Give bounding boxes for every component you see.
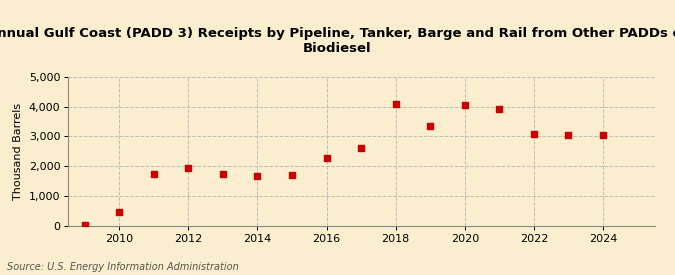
Point (183, 166, 194, 171)
Point (287, 173, 298, 177)
Point (529, 132, 539, 136)
Y-axis label: Thousand Barrels: Thousand Barrels (14, 103, 24, 200)
Point (148, 172, 159, 177)
Point (114, 210, 125, 214)
Text: Annual Gulf Coast (PADD 3) Receipts by Pipeline, Tanker, Barge and Rail from Oth: Annual Gulf Coast (PADD 3) Receipts by P… (0, 27, 675, 55)
Point (494, 107, 505, 111)
Point (563, 133, 574, 137)
Point (425, 124, 435, 128)
Point (321, 156, 332, 160)
Point (252, 174, 263, 178)
Point (390, 102, 401, 106)
Text: Source: U.S. Energy Information Administration: Source: U.S. Energy Information Administ… (7, 262, 238, 272)
Point (356, 146, 367, 150)
Point (80, 223, 90, 227)
Point (460, 103, 470, 108)
Point (217, 172, 228, 176)
Point (597, 133, 608, 137)
